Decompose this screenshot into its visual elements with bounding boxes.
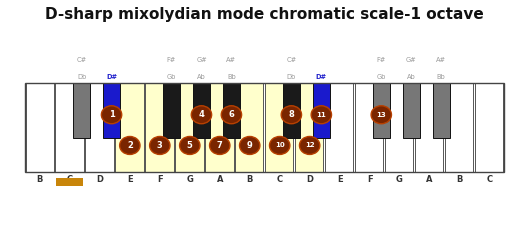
Text: A: A — [216, 175, 222, 184]
Text: C#: C# — [286, 57, 296, 63]
Text: Bb: Bb — [436, 74, 445, 80]
Text: Ab: Ab — [196, 74, 206, 80]
Ellipse shape — [101, 106, 122, 124]
Ellipse shape — [120, 137, 140, 154]
Text: 3: 3 — [157, 141, 162, 150]
Text: Db: Db — [77, 74, 86, 80]
Ellipse shape — [221, 106, 241, 124]
Text: B: B — [246, 175, 252, 184]
Text: D#: D# — [106, 74, 117, 80]
Bar — [354, 83, 383, 172]
Text: 1: 1 — [108, 110, 114, 119]
Text: G: G — [186, 175, 193, 184]
Text: C: C — [486, 175, 492, 184]
Ellipse shape — [299, 137, 319, 154]
Text: 8: 8 — [288, 110, 294, 119]
Text: F: F — [366, 175, 372, 184]
Text: F#: F# — [166, 57, 176, 63]
Text: Gb: Gb — [166, 74, 176, 80]
Bar — [325, 83, 353, 172]
Text: D: D — [305, 175, 313, 184]
Text: Ab: Ab — [406, 74, 415, 80]
Bar — [312, 83, 329, 138]
Text: D: D — [96, 175, 103, 184]
Bar — [282, 83, 299, 138]
Ellipse shape — [149, 137, 169, 154]
Bar — [414, 83, 442, 172]
Text: Db: Db — [286, 74, 295, 80]
Bar — [86, 83, 114, 172]
Bar — [474, 83, 502, 172]
Ellipse shape — [269, 137, 289, 154]
Text: 4: 4 — [198, 110, 204, 119]
Bar — [25, 83, 53, 172]
Text: 10: 10 — [274, 142, 284, 149]
Text: A#: A# — [435, 57, 445, 63]
Text: G#: G# — [196, 57, 206, 63]
Text: 7: 7 — [216, 141, 222, 150]
Ellipse shape — [239, 137, 260, 154]
Ellipse shape — [209, 137, 230, 154]
Text: G#: G# — [405, 57, 416, 63]
Bar — [372, 83, 389, 138]
Text: B: B — [456, 175, 462, 184]
Bar — [295, 83, 323, 172]
Text: D#: D# — [315, 74, 326, 80]
Bar — [73, 83, 90, 138]
Text: 13: 13 — [376, 112, 385, 118]
Bar — [222, 83, 240, 138]
Bar — [402, 83, 419, 138]
Text: C: C — [67, 175, 73, 184]
Text: 5: 5 — [186, 141, 192, 150]
Ellipse shape — [179, 137, 200, 154]
Bar — [145, 83, 173, 172]
Bar — [56, 178, 82, 186]
Text: A: A — [426, 175, 432, 184]
Bar — [192, 83, 210, 138]
Text: F: F — [157, 175, 162, 184]
Text: A#: A# — [226, 57, 236, 63]
Text: E: E — [336, 175, 342, 184]
Bar — [265, 83, 293, 172]
Bar — [205, 83, 233, 172]
Text: C#: C# — [76, 57, 87, 63]
Bar — [444, 83, 472, 172]
Bar — [115, 83, 144, 172]
Bar — [103, 83, 120, 138]
Bar — [25, 83, 503, 172]
Text: B: B — [37, 175, 43, 184]
Ellipse shape — [191, 106, 211, 124]
Bar — [162, 83, 180, 138]
Bar — [55, 83, 83, 172]
Ellipse shape — [371, 106, 391, 124]
Text: 9: 9 — [246, 141, 252, 150]
Text: G: G — [395, 175, 402, 184]
Text: 11: 11 — [316, 112, 326, 118]
Bar — [175, 83, 203, 172]
Text: 12: 12 — [304, 142, 314, 149]
Text: D-sharp mixolydian mode chromatic scale-1 octave: D-sharp mixolydian mode chromatic scale-… — [45, 7, 483, 22]
Ellipse shape — [310, 106, 331, 124]
Bar — [384, 83, 412, 172]
Text: Bb: Bb — [227, 74, 235, 80]
Text: 2: 2 — [127, 141, 132, 150]
Text: C: C — [276, 175, 282, 184]
Text: 6: 6 — [228, 110, 234, 119]
Bar — [432, 83, 449, 138]
Bar — [235, 83, 263, 172]
Text: E: E — [127, 175, 132, 184]
Text: Gb: Gb — [376, 74, 385, 80]
Text: basicmusictheory.com: basicmusictheory.com — [7, 73, 12, 134]
Text: F#: F# — [376, 57, 385, 63]
Ellipse shape — [280, 106, 301, 124]
